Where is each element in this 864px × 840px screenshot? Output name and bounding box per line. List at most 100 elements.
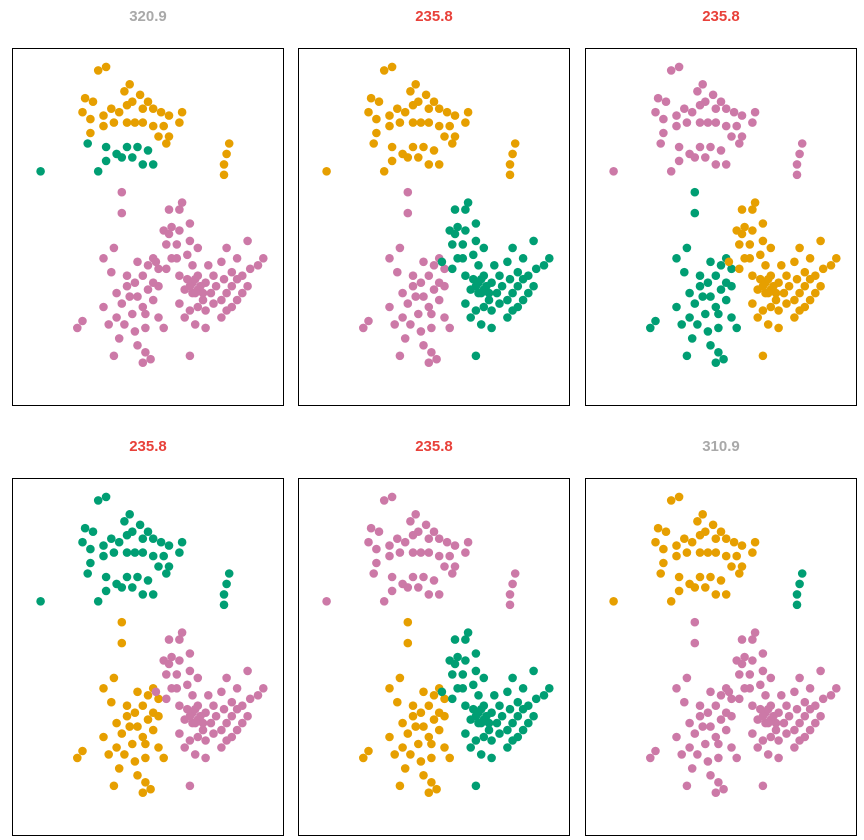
data-point <box>508 243 517 253</box>
data-point <box>727 562 736 571</box>
data-point <box>130 708 140 717</box>
data-point <box>711 104 721 113</box>
data-point <box>359 753 368 763</box>
data-point <box>758 781 768 791</box>
data-point <box>227 281 237 291</box>
data-point <box>114 537 124 547</box>
data-point <box>816 236 825 246</box>
data-point <box>198 288 208 298</box>
data-point <box>419 572 428 582</box>
data-point <box>792 600 802 610</box>
data-point <box>677 320 686 329</box>
data-point <box>130 118 140 127</box>
data-point <box>656 569 665 578</box>
data-point <box>758 306 768 315</box>
data-point <box>217 313 226 322</box>
data-point <box>122 281 132 291</box>
data-point <box>372 558 381 568</box>
data-point <box>138 590 148 599</box>
data-point <box>750 198 760 207</box>
data-point <box>427 323 436 333</box>
data-point <box>693 87 702 96</box>
data-point <box>440 264 449 274</box>
data-point <box>162 569 171 578</box>
data-point <box>651 746 660 756</box>
data-point <box>148 121 158 131</box>
data-point <box>779 718 789 728</box>
data-point <box>826 691 836 700</box>
data-point <box>406 87 415 96</box>
data-point <box>505 590 515 599</box>
data-point <box>175 729 184 738</box>
data-point <box>403 153 413 162</box>
data-point <box>672 111 681 120</box>
data-point <box>36 597 45 606</box>
data-point <box>711 732 721 742</box>
data-point <box>372 544 381 554</box>
data-point <box>159 323 168 333</box>
data-point <box>429 527 439 536</box>
data-point <box>232 254 242 263</box>
data-point <box>151 257 161 267</box>
data-point <box>656 139 665 148</box>
data-point <box>198 725 208 735</box>
data-point <box>175 701 184 710</box>
data-point <box>185 351 195 361</box>
data-point <box>133 722 142 731</box>
data-point <box>143 261 153 270</box>
data-point <box>461 635 470 644</box>
data-point <box>800 267 810 277</box>
data-point <box>698 722 707 731</box>
data-point <box>196 281 205 291</box>
data-point <box>411 80 420 89</box>
data-point <box>792 170 802 180</box>
data-point <box>685 743 694 752</box>
data-point <box>674 156 684 166</box>
data-point <box>524 701 533 710</box>
data-point <box>107 697 116 707</box>
data-point <box>107 534 116 543</box>
data-point <box>505 704 515 714</box>
data-point <box>379 167 389 176</box>
data-point <box>180 313 189 322</box>
data-point <box>133 341 142 350</box>
data-point <box>104 750 113 759</box>
data-point <box>122 118 132 127</box>
data-point <box>193 673 203 683</box>
data-point <box>777 261 786 270</box>
data-point <box>471 351 481 361</box>
data-point <box>659 544 668 554</box>
data-point <box>818 694 828 704</box>
data-point <box>395 781 405 791</box>
data-point <box>99 111 108 120</box>
data-point <box>193 732 203 742</box>
data-point <box>529 666 538 676</box>
data-point <box>448 694 457 704</box>
data-point <box>141 309 150 319</box>
data-point <box>495 729 504 738</box>
data-point <box>219 704 229 714</box>
data-point <box>450 562 460 571</box>
data-point <box>419 292 428 301</box>
data-point <box>414 97 423 106</box>
data-point <box>442 537 452 547</box>
data-point <box>758 236 768 246</box>
data-point <box>698 292 707 301</box>
data-point <box>701 527 710 536</box>
data-point <box>440 313 449 322</box>
data-point <box>513 697 523 707</box>
data-point <box>703 118 713 127</box>
data-point <box>222 579 231 589</box>
data-point <box>682 243 692 253</box>
data-point <box>393 267 402 277</box>
data-point <box>414 527 423 536</box>
data-point <box>735 264 744 274</box>
data-point <box>711 590 721 599</box>
data-point <box>122 548 132 557</box>
data-point <box>706 722 715 731</box>
data-point <box>403 299 413 308</box>
data-point <box>450 659 460 669</box>
data-point <box>167 254 176 263</box>
data-point <box>529 236 538 246</box>
data-point <box>164 111 174 120</box>
